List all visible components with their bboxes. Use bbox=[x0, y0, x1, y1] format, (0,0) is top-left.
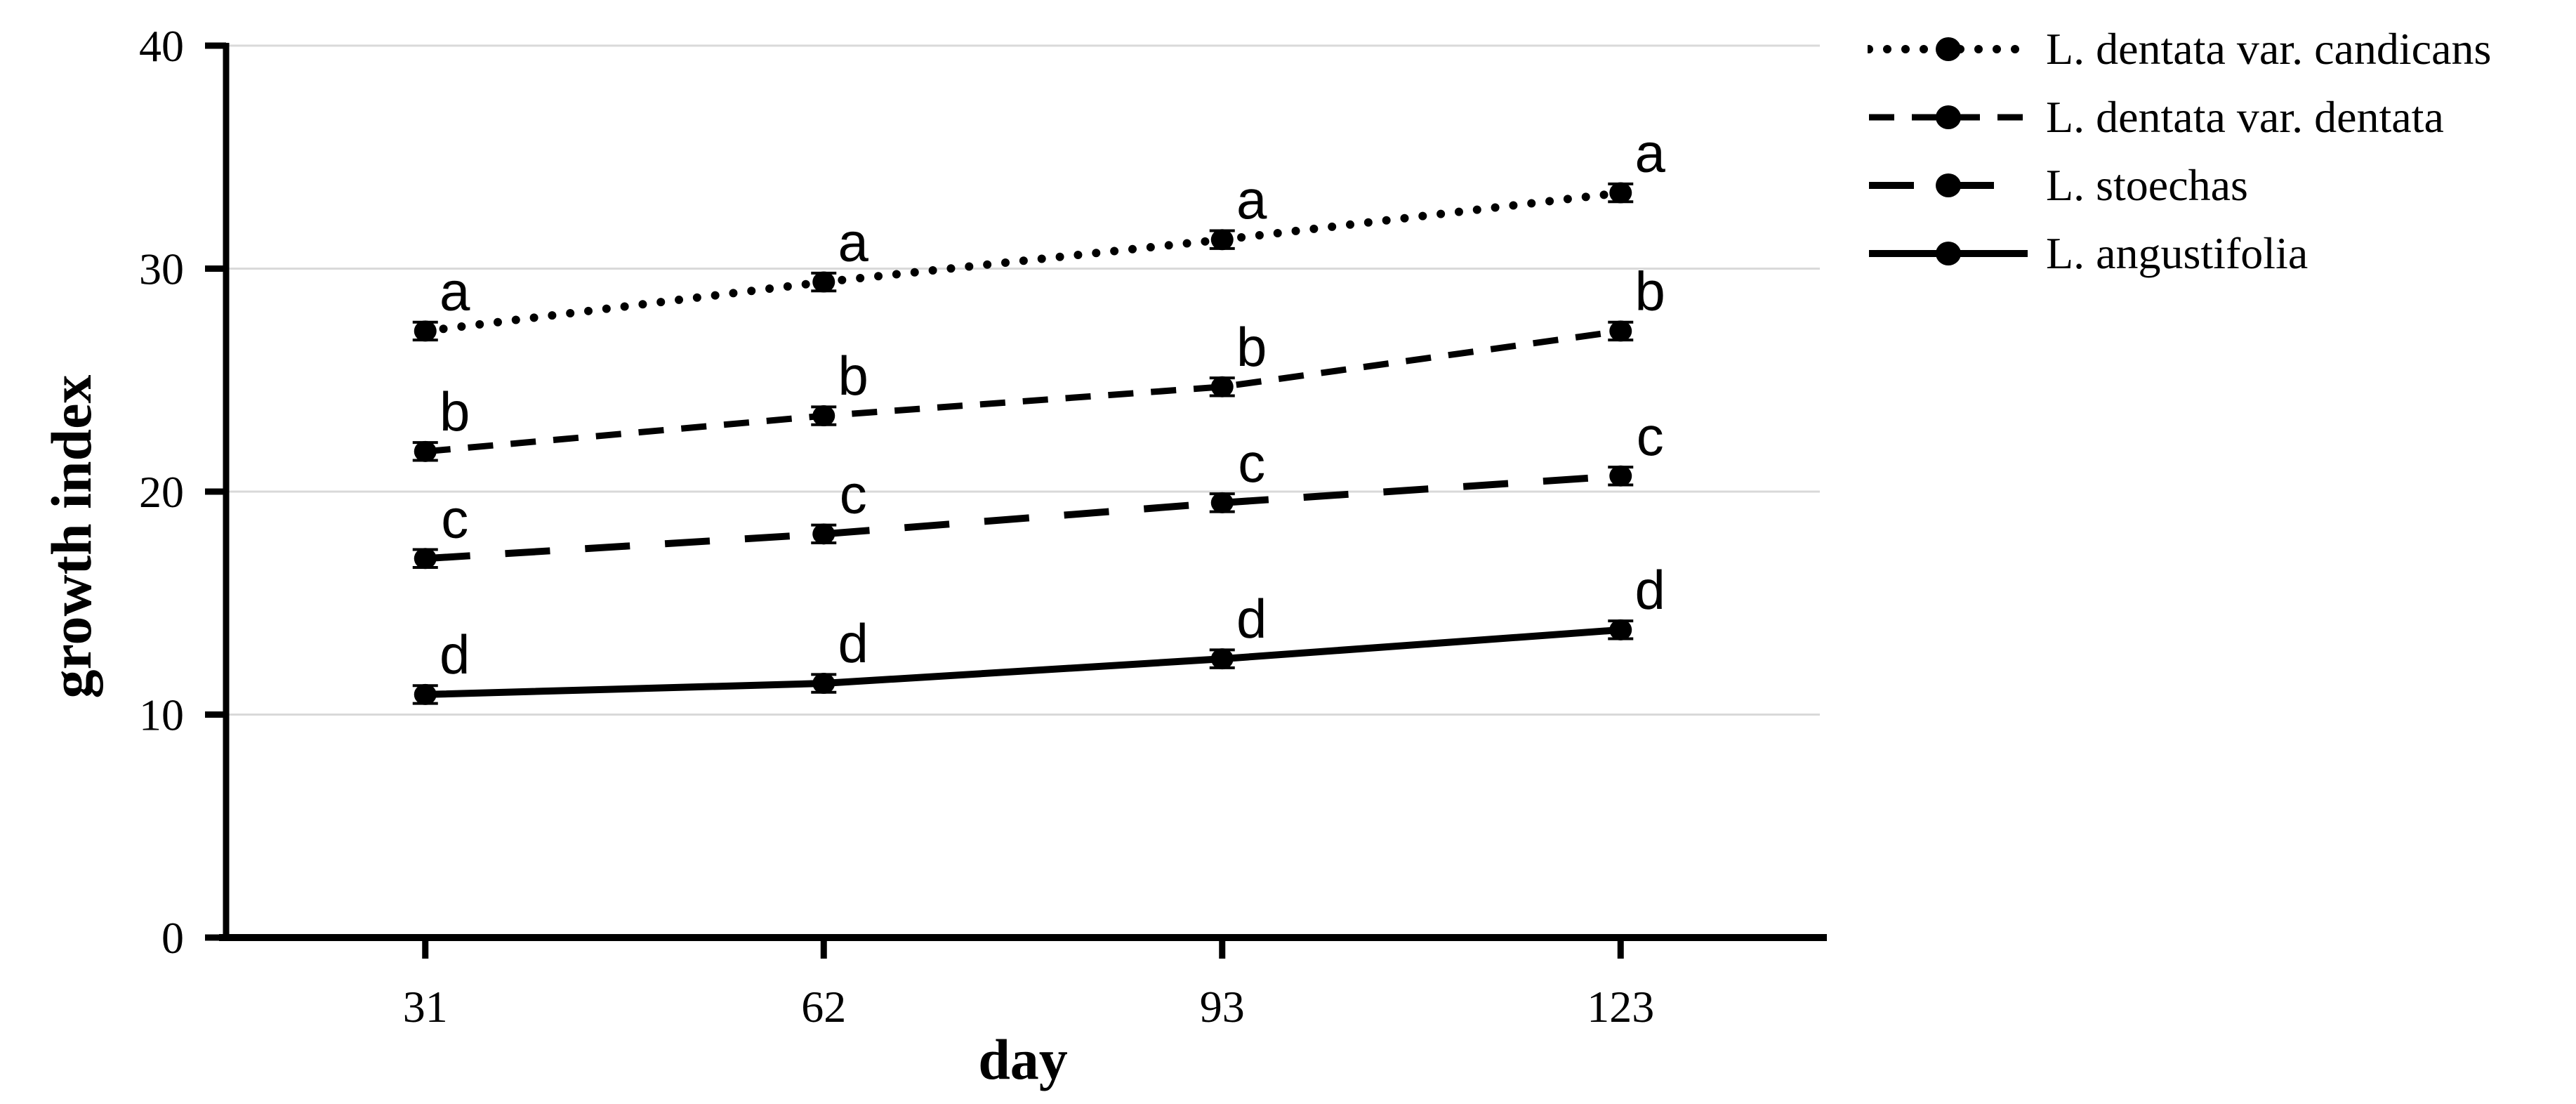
data-point-marker bbox=[1609, 320, 1632, 342]
point-letter-label: a bbox=[440, 260, 470, 322]
point-letter-label: b bbox=[838, 345, 868, 407]
series-line bbox=[425, 626, 1621, 698]
data-point-marker bbox=[1609, 465, 1632, 487]
point-letter-label: a bbox=[1236, 169, 1267, 230]
y-tick-label: 40 bbox=[139, 21, 184, 71]
data-point-marker bbox=[414, 320, 437, 342]
y-tick-label: 10 bbox=[139, 690, 184, 740]
legend-line-sample bbox=[1869, 173, 2028, 197]
legend-item: L. dentata var. candicans bbox=[1854, 15, 2491, 83]
x-tick-label: 31 bbox=[403, 982, 448, 1032]
legend-marker bbox=[1936, 173, 1961, 197]
point-letter-label: c bbox=[840, 463, 867, 525]
chart-legend: L. dentata var. candicans L. dentata var.… bbox=[1854, 15, 2491, 287]
point-letter-label: c bbox=[441, 487, 468, 549]
data-point-marker bbox=[414, 683, 437, 705]
point-letter-label: a bbox=[838, 211, 869, 273]
data-point-marker bbox=[1609, 182, 1632, 204]
data-point-marker bbox=[812, 405, 835, 427]
data-point-marker bbox=[1210, 376, 1234, 397]
legend-marker bbox=[1936, 105, 1961, 129]
y-tick-label: 0 bbox=[161, 913, 184, 963]
point-letter-label: c bbox=[1637, 405, 1664, 467]
x-tick-label: 123 bbox=[1587, 982, 1654, 1032]
x-tick-label: 93 bbox=[1200, 982, 1245, 1032]
legend-label: L. stoechas bbox=[2046, 159, 2248, 210]
point-letter-label: b bbox=[1635, 260, 1665, 322]
legend-item: L. angustifolia bbox=[1854, 219, 2491, 287]
point-letter-label: b bbox=[1236, 316, 1267, 378]
point-letter-label: b bbox=[440, 381, 470, 442]
y-tick-label: 20 bbox=[139, 467, 184, 517]
legend-line-sample bbox=[1868, 37, 2029, 61]
legend-label: L. angustifolia bbox=[2046, 228, 2309, 278]
legend-item: L. stoechas bbox=[1854, 151, 2491, 219]
legend-line-sample bbox=[1869, 105, 2028, 129]
x-tick-label: 62 bbox=[801, 982, 846, 1032]
data-point-marker bbox=[1210, 229, 1234, 251]
data-point-marker bbox=[1210, 492, 1234, 513]
data-point-marker bbox=[1609, 619, 1632, 640]
data-point-marker bbox=[414, 440, 437, 462]
legend-line-sample bbox=[1869, 241, 2028, 265]
legend-marker bbox=[1936, 241, 1961, 265]
legend-label: L. dentata var. dentata bbox=[2046, 91, 2444, 142]
point-letter-label: d bbox=[1635, 559, 1665, 621]
series-line bbox=[425, 327, 1621, 455]
y-axis-title: growth index bbox=[39, 374, 103, 699]
y-tick-label: 30 bbox=[139, 244, 184, 294]
series-line bbox=[421, 188, 1625, 336]
data-point-marker bbox=[1210, 648, 1234, 670]
point-letter-label: d bbox=[440, 624, 470, 685]
data-point-marker bbox=[812, 523, 835, 545]
data-point-marker bbox=[414, 548, 437, 570]
point-letter-label: c bbox=[1238, 432, 1265, 494]
data-point-marker bbox=[812, 271, 835, 293]
point-letter-label: d bbox=[1236, 588, 1267, 650]
point-letter-label: a bbox=[1635, 122, 1666, 184]
point-letter-label: d bbox=[838, 612, 868, 674]
data-point-marker bbox=[812, 673, 835, 695]
x-axis-title: day bbox=[978, 1027, 1068, 1091]
series-line bbox=[425, 472, 1621, 563]
legend-item: L. dentata var. dentata bbox=[1854, 83, 2491, 151]
legend-label: L. dentata var. candicans bbox=[2046, 23, 2492, 74]
legend-marker bbox=[1936, 37, 1961, 61]
